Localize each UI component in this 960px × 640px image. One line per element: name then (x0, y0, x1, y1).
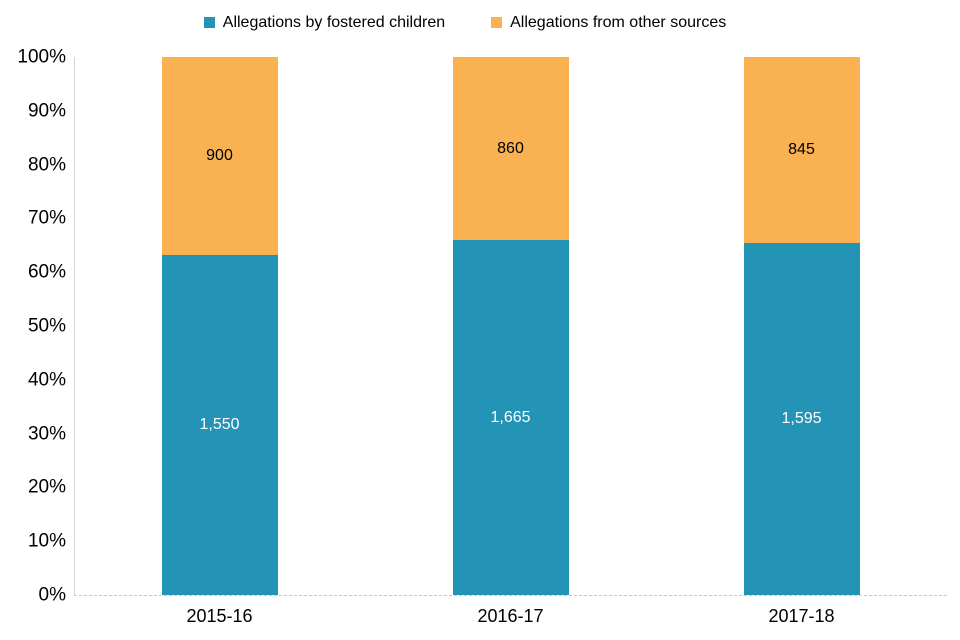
y-axis-tick-label: 90% (27, 100, 66, 122)
x-axis-tick-label: 2017-18 (768, 606, 835, 626)
y-axis-tick-label: 50% (27, 315, 66, 337)
bar-data-label: 1,665 (490, 408, 531, 426)
bar-segment (161, 57, 278, 255)
legend-color-swatch (203, 17, 215, 28)
y-axis-tick-label: 40% (27, 369, 66, 391)
bar-data-label: 845 (788, 141, 815, 159)
x-axis-tick-label: 2016-17 (477, 606, 544, 626)
legend-item: Allegations from other sources (491, 13, 726, 32)
y-axis-tick-label: 10% (27, 530, 66, 552)
x-axis-line (74, 595, 947, 596)
y-axis-line (74, 57, 75, 595)
x-axis-tick-label: 2015-16 (186, 606, 253, 626)
bar-data-label: 860 (497, 139, 524, 157)
legend-item: Allegations by fostered children (203, 13, 446, 32)
bar-segment (161, 254, 278, 595)
bar-segment (743, 243, 860, 595)
y-axis-tick-label: 60% (27, 261, 66, 283)
bar-data-label: 1,550 (199, 415, 240, 433)
bar-segment (743, 57, 860, 244)
y-axis-tick-label: 100% (17, 46, 66, 68)
legend-color-swatch (491, 17, 503, 28)
bar-data-label: 1,595 (781, 410, 822, 428)
bar-data-label: 900 (206, 146, 233, 164)
y-axis-tick-label: 0% (38, 584, 66, 606)
y-axis-tick-label: 30% (27, 423, 66, 445)
y-axis-tick-label: 20% (27, 476, 66, 498)
legend-label: Allegations from other sources (510, 14, 727, 31)
y-axis-tick-label: 80% (27, 154, 66, 176)
legend: Allegations by fostered children Allegati… (0, 13, 930, 32)
bar-segment (452, 57, 569, 241)
bar-segment (452, 240, 569, 595)
legend-label: Allegations by fostered children (222, 14, 446, 31)
y-axis-tick-label: 70% (27, 207, 66, 229)
